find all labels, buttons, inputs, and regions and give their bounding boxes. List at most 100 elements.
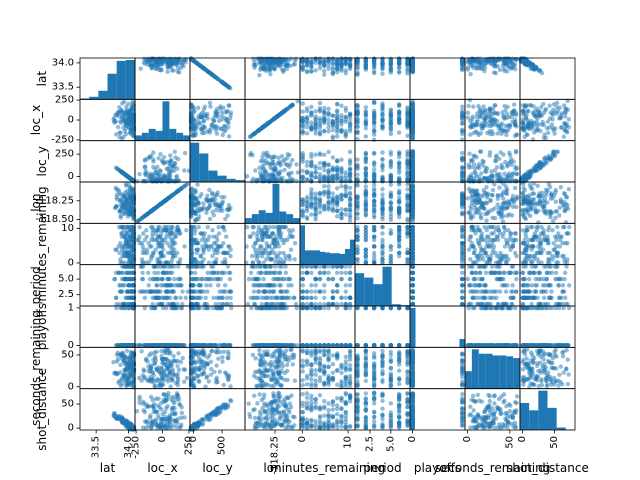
point-lon-shot_distance: [535, 202, 540, 207]
point-lon-playoffs: [410, 196, 415, 201]
point-lat-loc_x: [165, 60, 171, 65]
point-minutes_remaining-loc_x: [158, 250, 164, 256]
point-loc_y-minutes_remaining: [347, 149, 353, 155]
hist-bar-loc_x: [135, 135, 142, 141]
point-lon-seconds_remaining: [468, 212, 473, 217]
cell-lon-vs-loc_x: [134, 181, 191, 224]
point-loc_x-minutes_remaining: [343, 128, 348, 134]
point-loc_y-loc_x: [169, 164, 175, 170]
point-loc_y-playoffs: [410, 163, 415, 168]
point-loc_x-seconds_remaining: [475, 111, 480, 116]
point-loc_x-period: [396, 103, 402, 109]
point-loc_y-seconds_remaining: [503, 159, 508, 165]
point-lat-loc_x: [158, 68, 164, 73]
point-lon-minutes_remaining: [326, 199, 331, 204]
point-loc_y-playoffs: [460, 150, 465, 156]
point-lon-shot_distance: [530, 191, 535, 196]
point-loc_y-seconds_remaining: [467, 151, 472, 156]
point-lon-lat: [115, 192, 120, 197]
point-lon-loc_y: [223, 216, 228, 222]
point-lat-playoffs: [460, 66, 465, 71]
point-loc_y-minutes_remaining: [326, 178, 331, 184]
point-loc_x-seconds_remaining: [500, 110, 505, 115]
point-loc_x-minutes_remaining: [334, 127, 340, 133]
point-lon-minutes_remaining: [339, 193, 344, 198]
point-loc_x-shot_distance: [564, 106, 569, 112]
point-lon-minutes_remaining: [334, 208, 340, 214]
point-lon-shot_distance: [544, 211, 549, 216]
point-lat-minutes_remaining: [313, 56, 318, 62]
point-lon-seconds_remaining: [501, 214, 506, 219]
point-lon-seconds_remaining: [497, 185, 502, 190]
point-lon-minutes_remaining: [334, 201, 340, 206]
point-lon-shot_distance: [527, 182, 533, 188]
point-lon-shot_distance: [538, 194, 544, 200]
point-loc_x-period: [363, 119, 369, 124]
point-loc_x-minutes_remaining: [300, 129, 305, 134]
point-lon-shot_distance: [524, 207, 530, 212]
point-lat-minutes_remaining: [330, 65, 336, 70]
hist-bar-loc_y: [190, 142, 200, 182]
hist-bar-loc_x: [155, 130, 163, 141]
point-loc_y-loc_x: [182, 168, 187, 173]
point-loc_y-lon: [285, 152, 290, 157]
point-lon-seconds_remaining: [510, 193, 516, 199]
point-lon-period: [405, 208, 410, 214]
point-loc_y-lon: [272, 178, 277, 184]
point-minutes_remaining-loc_x: [140, 240, 145, 246]
point-lat-loc_x: [142, 61, 148, 66]
point-loc_x-period: [371, 128, 377, 133]
point-minutes_remaining-loc_x: [173, 234, 179, 239]
point-loc_y-period: [355, 172, 360, 177]
point-minutes_remaining-lat: [121, 234, 127, 239]
point-lat-period: [405, 66, 410, 72]
point-lat-loc_x: [173, 61, 178, 67]
point-loc_y-loc_x: [137, 171, 142, 177]
point-lon-shot_distance: [542, 205, 547, 211]
point-loc_y-minutes_remaining: [334, 172, 340, 177]
point-loc_x-period: [363, 134, 369, 139]
point-loc_y-period: [363, 165, 369, 171]
point-loc_x-minutes_remaining: [326, 125, 331, 130]
point-loc_x-lat: [117, 105, 122, 110]
cell-loc_x-vs-period: [354, 98, 411, 143]
point-loc_y-lon: [289, 170, 294, 176]
point-loc_x-lat: [131, 123, 137, 128]
point-loc_x-minutes_remaining: [304, 124, 310, 130]
point-loc_x-lat: [124, 118, 130, 124]
point-lat-minutes_remaining: [334, 69, 340, 75]
point-lon-seconds_remaining: [470, 187, 475, 193]
point-minutes_remaining-loc_x: [141, 231, 146, 236]
point-lat-lon: [284, 62, 289, 67]
point-loc_y-seconds_remaining: [511, 159, 516, 164]
point-loc_x-shot_distance: [528, 123, 533, 129]
point-loc_y-period: [371, 161, 377, 166]
point-loc_x-minutes_remaining: [322, 116, 327, 122]
point-loc_y-loc_x: [168, 153, 173, 158]
cell-loc_x-vs-lon: [244, 98, 301, 142]
point-loc_y-lon: [284, 156, 290, 161]
point-loc_x-shot_distance: [523, 116, 529, 122]
point-loc_x-shot_distance: [552, 131, 557, 136]
point-lon-period: [371, 202, 377, 208]
point-loc_x-shot_distance: [543, 108, 548, 113]
point-lat-minutes_remaining: [326, 66, 331, 71]
point-loc_y-lon: [264, 177, 269, 183]
point-loc_x-lat: [118, 130, 123, 136]
point-loc_x-shot_distance: [562, 114, 568, 119]
point-loc_y-minutes_remaining: [339, 171, 344, 176]
point-lat-seconds_remaining: [493, 70, 499, 76]
point-loc_y-minutes_remaining: [313, 175, 318, 180]
point-lon-minutes_remaining: [339, 196, 344, 202]
point-loc_x-minutes_remaining: [343, 134, 348, 139]
point-minutes_remaining-loc_x: [168, 231, 173, 236]
hist-bar-lon: [258, 210, 266, 224]
point-loc_x-period: [405, 119, 410, 125]
point-loc_x-loc_y: [188, 119, 194, 125]
point-lon-shot_distance: [554, 209, 559, 214]
point-lat-minutes_remaining: [347, 64, 353, 69]
point-lat-loc_x: [148, 56, 153, 62]
point-loc_y-shot_distance: [552, 153, 557, 159]
point-lon-period: [388, 182, 394, 187]
point-loc_x-lon: [249, 133, 254, 138]
